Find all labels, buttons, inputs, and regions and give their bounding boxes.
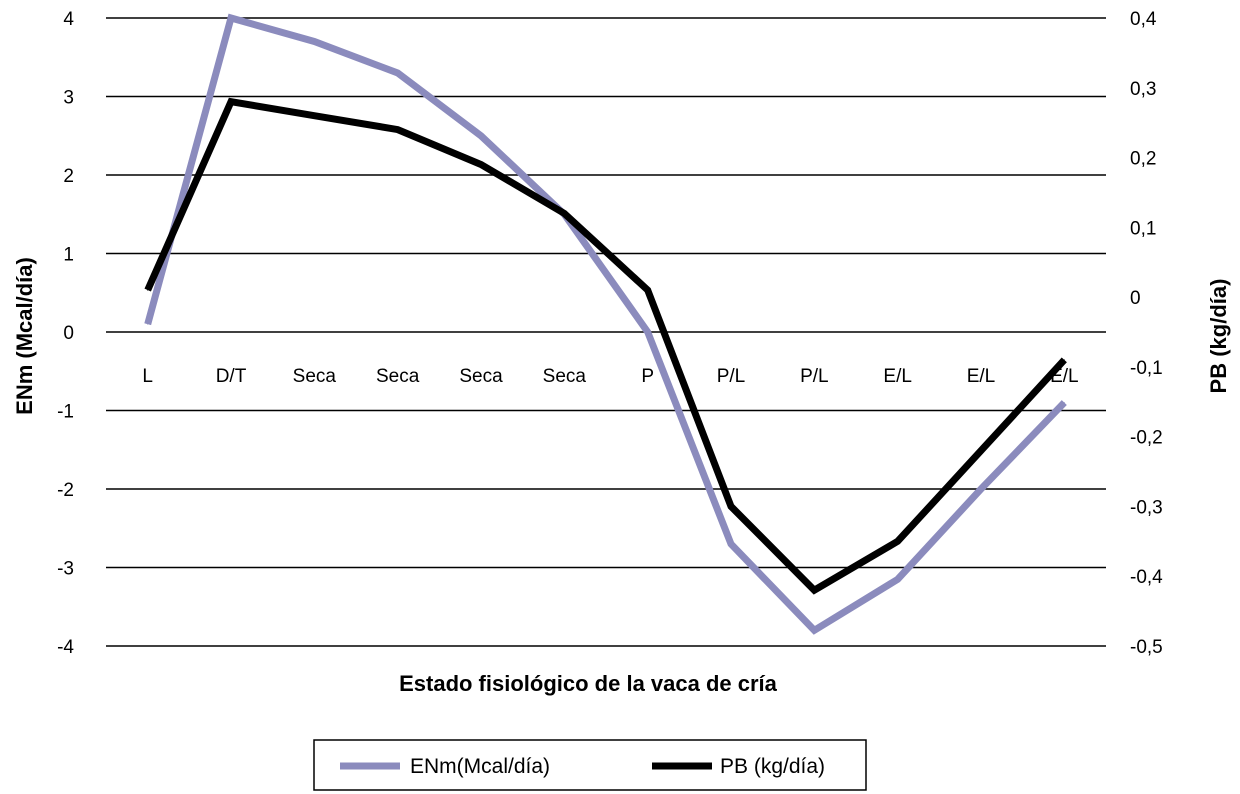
data-point — [563, 212, 565, 214]
data-point — [397, 72, 399, 74]
data-point — [480, 135, 482, 137]
data-point — [147, 323, 149, 325]
legend-label-enm: ENm(Mcal/día) — [410, 755, 550, 778]
y-tick-label: 1 — [63, 245, 74, 266]
data-point — [980, 488, 982, 490]
data-point — [230, 17, 232, 19]
x-tick-label: E/L — [883, 366, 912, 387]
x-axis-title: Estado fisiológico de la vaca de cría — [399, 671, 778, 696]
y2-tick-label: 0,1 — [1130, 218, 1156, 239]
x-tick-label: P — [641, 366, 654, 387]
x-tick-label: Seca — [376, 366, 420, 387]
x-tick-label: Seca — [543, 366, 587, 387]
left-axis-ticks: -4 -3 -2 -1 0 1 2 3 4 — [57, 9, 74, 658]
y2-tick-label: 0,4 — [1130, 9, 1157, 30]
right-axis-ticks: -0,5 -0,4 -0,3 -0,2 -0,1 0 0,1 0,2 0,3 0,4 — [1130, 9, 1163, 658]
data-point — [730, 505, 732, 507]
legend-box — [313, 739, 867, 791]
y-tick-label: 3 — [63, 88, 74, 109]
y-tick-label: 0 — [63, 323, 74, 344]
data-point — [313, 115, 315, 117]
data-point — [313, 41, 315, 43]
x-tick-label: Seca — [293, 366, 337, 387]
x-tick-label: E/L — [967, 366, 996, 387]
x-tick-label: L — [142, 366, 153, 387]
y-tick-label: -2 — [57, 480, 74, 501]
data-point — [897, 540, 899, 542]
data-point — [1063, 402, 1065, 404]
y-tick-label: -4 — [57, 637, 74, 658]
series-lines — [144, 13, 1067, 635]
series-line-enm — [144, 13, 1067, 635]
y2-tick-label: 0 — [1130, 288, 1141, 309]
y2-tick-label: -0,1 — [1130, 358, 1163, 379]
data-point — [980, 450, 982, 452]
series-line-pb — [144, 97, 1067, 595]
data-point — [897, 578, 899, 580]
data-point — [480, 164, 482, 166]
data-point — [813, 589, 815, 591]
data-point — [730, 543, 732, 545]
data-point — [813, 629, 815, 631]
data-point — [647, 289, 649, 291]
x-tick-label: Seca — [459, 366, 503, 387]
category-labels: L D/T Seca Seca Seca Seca P P/L P/L E/L E/L E/L — [142, 366, 1078, 387]
y2-tick-label: -0,3 — [1130, 497, 1163, 518]
data-point — [1063, 359, 1065, 361]
y-tick-label: 2 — [63, 166, 74, 187]
y2-tick-label: 0,2 — [1130, 149, 1156, 170]
gridlines — [106, 17, 1106, 647]
y-axis-title: ENm (Mcal/día) — [12, 257, 37, 415]
y2-tick-label: 0,3 — [1130, 79, 1156, 100]
x-tick-label: P/L — [717, 366, 746, 387]
y2-tick-label: -0,2 — [1130, 428, 1163, 449]
data-point — [397, 129, 399, 131]
legend-label-pb: PB (kg/día) — [720, 755, 825, 778]
y2-axis-title: PB (kg/día) — [1206, 279, 1231, 394]
x-tick-label: D/T — [216, 366, 247, 387]
y-tick-label: -1 — [57, 402, 74, 423]
legend: ENm(Mcal/día) PB (kg/día) — [313, 739, 867, 791]
data-point — [230, 101, 232, 103]
y2-tick-label: -0,5 — [1130, 637, 1163, 658]
data-point — [147, 289, 149, 291]
y-tick-label: -3 — [57, 559, 74, 580]
x-tick-label: P/L — [800, 366, 829, 387]
y-tick-label: 4 — [63, 9, 74, 30]
y2-tick-label: -0,4 — [1130, 567, 1163, 588]
data-point — [647, 331, 649, 333]
